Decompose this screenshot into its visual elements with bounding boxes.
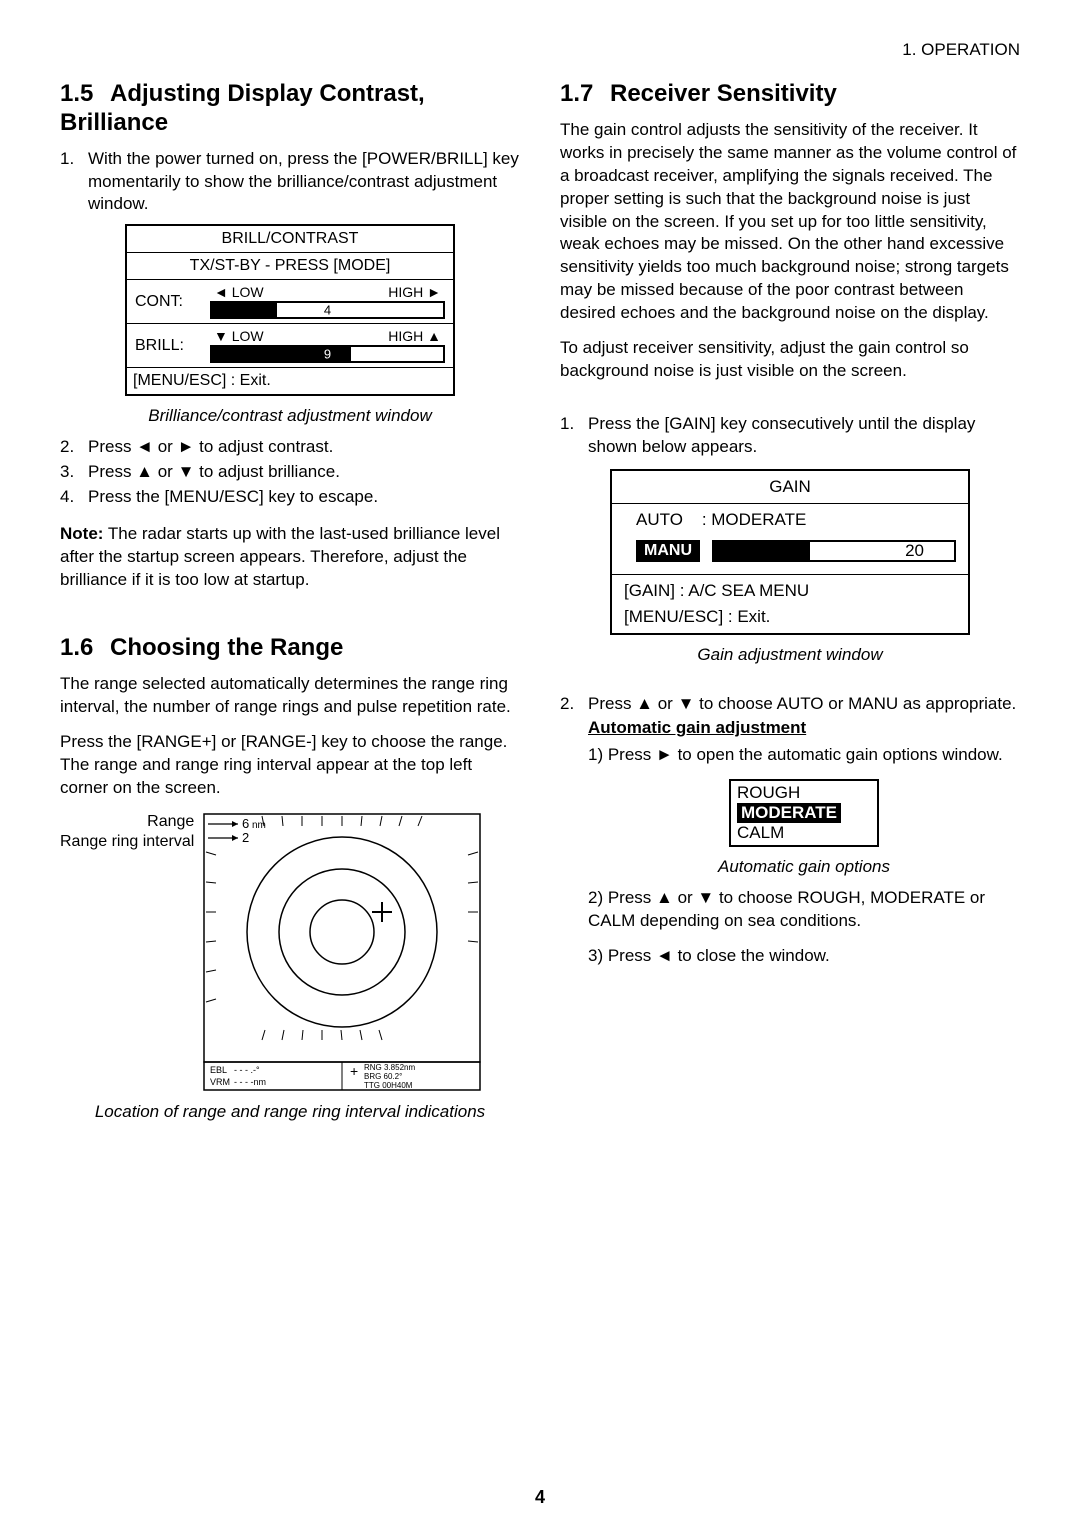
brill-contrast-window: BRILL/CONTRAST TX/ST-BY - PRESS [MODE] C… <box>125 224 455 396</box>
manu-label: MANU <box>636 540 700 562</box>
contrast-bar: 4 <box>210 301 445 319</box>
step-text: Press ▲ or ▼ to adjust brilliance. <box>88 461 520 484</box>
step-text: Press ▲ or ▼ to choose AUTO or MANU as a… <box>588 693 1020 716</box>
page-header: 1. OPERATION <box>60 40 1020 60</box>
step-text: Press the [MENU/ESC] key to escape. <box>88 486 520 509</box>
manu-fill <box>714 542 810 560</box>
step-num: 4. <box>60 486 88 509</box>
brilliance-label: BRILL: <box>135 337 210 355</box>
brill-caption: Brilliance/contrast adjustment window <box>60 406 520 426</box>
auto-gain-heading: Automatic gain adjustment <box>588 718 1020 738</box>
brilliance-value: 9 <box>324 347 331 362</box>
brilliance-bar-area: ▼ LOW HIGH ▲ 9 <box>210 328 445 363</box>
heading-text: Choosing the Range <box>110 634 343 661</box>
s15-note: Note: The radar starts up with the last-… <box>60 523 520 592</box>
contrast-bar-area: ◄ LOW HIGH ► 4 <box>210 284 445 319</box>
s15-steps-1: 1.With the power turned on, press the [P… <box>60 148 520 217</box>
step-num: 3. <box>60 461 88 484</box>
gain-menu-line2: [MENU/ESC] : Exit. <box>612 607 968 633</box>
right-column: 1.7Receiver Sensitivity The gain control… <box>560 80 1020 1132</box>
vrm-label: VRM <box>210 1077 230 1087</box>
section-1-7-heading: 1.7Receiver Sensitivity <box>560 80 1020 109</box>
section-1-5-heading: 1.5Adjusting Display Contrast, Brillianc… <box>60 80 520 138</box>
brill-exit: [MENU/ESC] : Exit. <box>127 368 453 394</box>
auto-step-2: 2) Press ▲ or ▼ to choose ROUGH, MODERAT… <box>588 887 1020 933</box>
high-label: HIGH ► <box>388 284 441 300</box>
radar-caption: Location of range and range ring interva… <box>60 1102 520 1122</box>
gain-menu-line1: [GAIN] : A/C SEA MENU <box>612 574 968 607</box>
low-label: ◄ LOW <box>214 284 264 300</box>
range-unit: nm <box>252 820 266 831</box>
rng-text: RNG 3.852nm <box>364 1063 415 1072</box>
s17-step2: 2.Press ▲ or ▼ to choose AUTO or MANU as… <box>560 693 1020 716</box>
auto-gain-section: Automatic gain adjustment 1) Press ► to … <box>588 718 1020 968</box>
heading-number: 1.6 <box>60 634 110 663</box>
auto-step-3: 3) Press ◄ to close the window. <box>588 945 1020 968</box>
radar-svg: 6 nm 2 EBL - - - .-° VRM - - - -nm + RNG… <box>202 812 482 1092</box>
gain-auto-row: AUTO : MODERATE <box>612 503 968 540</box>
note-text: The radar starts up with the last-used b… <box>60 524 500 589</box>
section-1-6-heading: 1.6Choosing the Range <box>60 634 520 663</box>
step-num: 1. <box>60 148 88 217</box>
heading-text: Receiver Sensitivity <box>610 80 837 107</box>
ebl-val: - - - .-° <box>234 1065 260 1075</box>
s16-p2: Press the [RANGE+] or [RANGE-] key to ch… <box>60 731 520 800</box>
step-num: 2. <box>60 436 88 459</box>
option-calm: CALM <box>737 823 871 843</box>
ebl-label: EBL <box>210 1065 227 1075</box>
heading-text: Adjusting Display Contrast, Brilliance <box>60 80 425 136</box>
s15-steps-234: 2.Press ◄ or ► to adjust contrast. 3.Pre… <box>60 436 520 509</box>
brill-title: BRILL/CONTRAST <box>127 226 453 253</box>
gain-title: GAIN <box>612 471 968 503</box>
plus-icon: + <box>350 1063 358 1079</box>
contrast-label: CONT: <box>135 293 210 311</box>
gain-manu-row: MANU 20 <box>612 540 968 574</box>
contrast-row: CONT: ◄ LOW HIGH ► 4 <box>127 280 453 324</box>
range-value: 6 <box>242 816 249 831</box>
radar-side-labels: Range Range ring interval <box>60 812 202 1092</box>
range-label: Range <box>60 812 194 833</box>
brill-subtitle: TX/ST-BY - PRESS [MODE] <box>127 253 453 280</box>
contrast-value: 4 <box>324 303 331 318</box>
option-rough: ROUGH <box>737 783 871 803</box>
ring-value: 2 <box>242 830 249 845</box>
s16-p1: The range selected automatically determi… <box>60 673 520 719</box>
auto-options-window: ROUGH MODERATE CALM <box>729 779 879 847</box>
ttg-text: TTG 00H40M <box>364 1081 413 1090</box>
vrm-val: - - - -nm <box>234 1077 266 1087</box>
step-num: 1. <box>560 413 588 459</box>
heading-number: 1.5 <box>60 80 110 109</box>
s17-p1: The gain control adjusts the sensitivity… <box>560 119 1020 325</box>
note-label: Note: <box>60 524 103 543</box>
step-text: Press the [GAIN] key consecutively until… <box>588 413 1020 459</box>
step-text: With the power turned on, press the [POW… <box>88 148 520 217</box>
brilliance-row: BRILL: ▼ LOW HIGH ▲ 9 <box>127 324 453 368</box>
step-text: Press ◄ or ► to adjust contrast. <box>88 436 520 459</box>
manu-bar: 20 <box>712 540 956 562</box>
brilliance-bar: 9 <box>210 345 445 363</box>
auto-value: : MODERATE <box>702 510 807 529</box>
s17-p2: To adjust receiver sensitivity, adjust t… <box>560 337 1020 383</box>
contrast-fill <box>212 303 277 317</box>
brg-text: BRG 60.2° <box>364 1072 402 1081</box>
page-number: 4 <box>535 1487 545 1508</box>
gain-caption: Gain adjustment window <box>560 645 1020 665</box>
ring-label: Range ring interval <box>60 832 194 853</box>
option-moderate-selected: MODERATE <box>737 803 841 823</box>
heading-number: 1.7 <box>560 80 610 109</box>
step-num: 2. <box>560 693 588 716</box>
s17-step1: 1.Press the [GAIN] key consecutively unt… <box>560 413 1020 459</box>
gain-window: GAIN AUTO : MODERATE MANU 20 [GAIN] : A/… <box>610 469 970 635</box>
high-label: HIGH ▲ <box>388 328 441 344</box>
manu-value: 20 <box>905 541 924 561</box>
auto-options-caption: Automatic gain options <box>588 857 1020 877</box>
content-columns: 1.5Adjusting Display Contrast, Brillianc… <box>60 80 1020 1132</box>
radar-figure: Range Range ring interval <box>60 812 520 1092</box>
low-label: ▼ LOW <box>214 328 264 344</box>
auto-label: AUTO <box>636 510 683 529</box>
left-column: 1.5Adjusting Display Contrast, Brillianc… <box>60 80 520 1132</box>
auto-step-1: 1) Press ► to open the automatic gain op… <box>588 744 1020 767</box>
